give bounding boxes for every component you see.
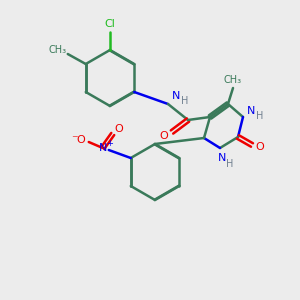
Text: H: H bbox=[181, 96, 189, 106]
Text: N: N bbox=[99, 143, 107, 153]
Text: O: O bbox=[114, 124, 123, 134]
Text: H: H bbox=[226, 159, 234, 169]
Text: +: + bbox=[106, 139, 113, 148]
Text: N: N bbox=[247, 106, 255, 116]
Text: N: N bbox=[172, 91, 180, 101]
Text: CH₃: CH₃ bbox=[224, 75, 242, 85]
Text: Cl: Cl bbox=[105, 19, 116, 29]
Text: CH₃: CH₃ bbox=[49, 45, 67, 55]
Text: ⁻: ⁻ bbox=[71, 134, 78, 146]
Text: O: O bbox=[256, 142, 264, 152]
Text: O: O bbox=[160, 131, 168, 141]
Text: O: O bbox=[76, 135, 85, 145]
Text: H: H bbox=[256, 111, 264, 121]
Text: N: N bbox=[218, 153, 226, 163]
